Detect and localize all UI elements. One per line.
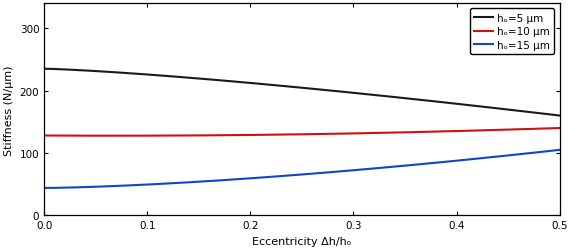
hₒ=5 μm bbox=[348, 92, 355, 95]
Line: hₒ=5 μm: hₒ=5 μm bbox=[44, 70, 559, 116]
hₒ=10 μm bbox=[287, 134, 293, 136]
hₒ=10 μm bbox=[41, 134, 47, 138]
hₒ=15 μm bbox=[289, 174, 296, 177]
hₒ=15 μm bbox=[544, 150, 551, 153]
hₒ=15 μm bbox=[320, 172, 327, 174]
Y-axis label: Stiffness (N/μm): Stiffness (N/μm) bbox=[4, 65, 14, 155]
hₒ=5 μm bbox=[285, 86, 292, 89]
hₒ=15 μm bbox=[285, 174, 292, 177]
hₒ=10 μm bbox=[289, 134, 296, 136]
hₒ=15 μm bbox=[41, 187, 47, 190]
X-axis label: Eccentricity Δh/hₒ: Eccentricity Δh/hₒ bbox=[252, 236, 352, 246]
hₒ=15 μm bbox=[348, 169, 355, 172]
hₒ=10 μm bbox=[109, 135, 116, 138]
hₒ=5 μm bbox=[463, 104, 470, 107]
hₒ=10 μm bbox=[321, 133, 328, 136]
hₒ=5 μm bbox=[289, 86, 296, 89]
hₒ=5 μm bbox=[320, 89, 327, 92]
hₒ=15 μm bbox=[556, 149, 563, 152]
Line: hₒ=10 μm: hₒ=10 μm bbox=[44, 128, 559, 136]
hₒ=5 μm bbox=[556, 114, 563, 117]
Legend: hₒ=5 μm, hₒ=10 μm, hₒ=15 μm: hₒ=5 μm, hₒ=10 μm, hₒ=15 μm bbox=[470, 9, 554, 55]
hₒ=10 μm bbox=[464, 130, 471, 133]
Line: hₒ=15 μm: hₒ=15 μm bbox=[44, 150, 559, 188]
hₒ=10 μm bbox=[348, 132, 355, 136]
hₒ=5 μm bbox=[544, 113, 551, 116]
hₒ=15 μm bbox=[463, 158, 470, 162]
hₒ=5 μm bbox=[41, 68, 47, 71]
hₒ=10 μm bbox=[545, 127, 551, 130]
hₒ=10 μm bbox=[556, 127, 563, 130]
